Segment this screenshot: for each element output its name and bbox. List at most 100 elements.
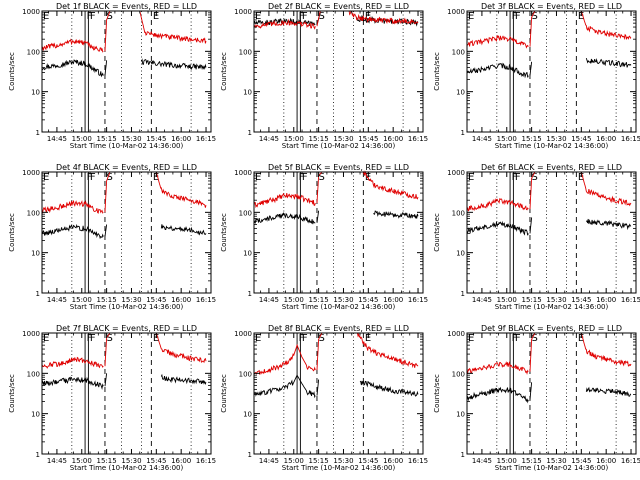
x-tick-label: 14:45 — [472, 296, 492, 304]
events-series-line — [253, 212, 316, 225]
x-tick-label: 14:45 — [47, 457, 67, 465]
x-tick-label: 15:45 — [146, 457, 166, 465]
interval-marker-label: E — [578, 172, 584, 183]
x-tick-label: 15:45 — [358, 296, 378, 304]
panel-title: Det 6f BLACK = Events, RED = LLD — [481, 163, 622, 172]
x-tick-label: 15:00 — [72, 457, 92, 465]
interval-marker-label: F — [515, 11, 521, 22]
events-series-line — [529, 382, 533, 400]
interval-marker-label: S — [318, 11, 324, 22]
x-tick-label: 15:00 — [284, 135, 304, 143]
lld-series-line — [466, 360, 529, 375]
y-tick-label: 1 — [36, 290, 40, 298]
x-tick-label: 15:45 — [146, 296, 166, 304]
x-tick-label: 14:45 — [47, 135, 67, 143]
lld-series-line — [580, 332, 632, 367]
lld-series-line — [253, 192, 316, 209]
x-tick-label: 15:30 — [333, 457, 353, 465]
interval-marker-label: F — [512, 172, 518, 183]
x-axis-label: Start Time (10-Mar-02 14:36:00) — [282, 303, 396, 311]
lld-series-line — [316, 332, 323, 371]
x-tick-label: 15:00 — [284, 296, 304, 304]
x-tick-label: 15:15 — [97, 135, 117, 143]
panel-title: Det 1f BLACK = Events, RED = LLD — [56, 2, 197, 11]
lld-series-line — [580, 10, 632, 41]
events-series-line — [41, 223, 104, 240]
interval-marker-label: F — [87, 172, 93, 183]
y-axis-label: Counts/sec — [433, 213, 441, 252]
detector-panel: Det 2f BLACK = Events, RED = LLD Counts/s… — [220, 2, 428, 150]
interval-marker-label: S — [318, 172, 324, 183]
interval-marker-label: F — [87, 333, 93, 344]
x-tick-label: 14:45 — [259, 296, 279, 304]
y-tick-label: 100 — [452, 370, 465, 378]
interval-marker-label: F — [302, 172, 308, 183]
y-tick-label: 10 — [456, 411, 465, 419]
x-tick-label: 15:15 — [309, 135, 329, 143]
x-tick-label: 16:00 — [383, 457, 403, 465]
y-axis-label: Counts/sec — [433, 374, 441, 413]
lld-series-line — [253, 18, 316, 30]
detector-panel: Det 7f BLACK = Events, RED = LLD Counts/s… — [8, 324, 216, 472]
interval-marker-label: F — [515, 333, 521, 344]
x-tick-label: 15:45 — [571, 296, 591, 304]
x-tick-label: 16:00 — [596, 296, 616, 304]
y-axis-label: Counts/sec — [220, 374, 228, 413]
events-series-line — [585, 218, 632, 231]
events-series-line — [466, 386, 529, 404]
panel-title: Det 2f BLACK = Events, RED = LLD — [268, 2, 409, 11]
x-tick-label: 15:00 — [72, 135, 92, 143]
x-tick-label: 15:30 — [121, 457, 141, 465]
x-tick-label: 14:45 — [259, 457, 279, 465]
y-axis-label: Counts/sec — [433, 52, 441, 91]
y-tick-label: 100 — [239, 370, 252, 378]
panel-title: Det 4f BLACK = Events, RED = LLD — [56, 163, 197, 172]
x-axis-label: Start Time (10-Mar-02 14:36:00) — [282, 464, 396, 472]
x-tick-label: 15:00 — [72, 296, 92, 304]
x-tick-label: 15:15 — [309, 457, 329, 465]
x-tick-label: 15:30 — [121, 135, 141, 143]
x-axis-label: Start Time (10-Mar-02 14:36:00) — [70, 303, 184, 311]
events-series-line — [316, 210, 320, 223]
y-tick-label: 10 — [243, 89, 252, 97]
y-tick-label: 1000 — [234, 330, 252, 338]
interval-marker-label: E — [365, 11, 371, 22]
interval-marker-label: S — [106, 333, 112, 344]
x-tick-label: 15:15 — [309, 296, 329, 304]
panel-title: Det 8f BLACK = Events, RED = LLD — [268, 324, 409, 333]
y-tick-label: 1 — [248, 451, 252, 459]
events-series-line — [585, 57, 632, 68]
interval-marker-label: F — [512, 11, 518, 22]
y-tick-label: 100 — [452, 48, 465, 56]
detector-panel: Det 1f BLACK = Events, RED = LLD Counts/s… — [8, 2, 216, 150]
x-tick-label: 16:15 — [621, 296, 640, 304]
panel-title: Det 3f BLACK = Events, RED = LLD — [481, 2, 622, 11]
interval-marker-label: E — [468, 172, 474, 183]
interval-marker-label: F — [299, 11, 305, 22]
x-tick-label: 15:15 — [522, 296, 542, 304]
interval-marker-label: E — [365, 333, 371, 344]
x-tick-label: 16:15 — [196, 457, 216, 465]
x-axis-label: Start Time (10-Mar-02 14:36:00) — [495, 464, 609, 472]
x-tick-label: 15:00 — [497, 135, 517, 143]
lld-series-line — [466, 197, 529, 212]
detector-panel: Det 4f BLACK = Events, RED = LLD Counts/s… — [8, 163, 216, 311]
lld-series-line — [529, 10, 536, 47]
panel-title: Det 5f BLACK = Events, RED = LLD — [268, 163, 409, 172]
interval-marker-label: S — [531, 11, 537, 22]
interval-marker-label: E — [255, 11, 261, 22]
x-tick-label: 14:45 — [47, 296, 67, 304]
events-series-line — [104, 60, 108, 76]
y-tick-label: 1 — [461, 290, 465, 298]
detector-panel: Det 9f BLACK = Events, RED = LLD Counts/s… — [433, 324, 640, 472]
plot-frame — [466, 10, 637, 133]
plot-frame — [41, 171, 212, 294]
lld-series-line — [41, 356, 104, 369]
x-axis-label: Start Time (10-Mar-02 14:36:00) — [282, 142, 396, 150]
events-series-line — [466, 62, 529, 79]
x-tick-label: 16:15 — [621, 135, 640, 143]
y-axis-label: Counts/sec — [8, 374, 16, 413]
x-tick-label: 15:45 — [358, 135, 378, 143]
y-axis-label: Counts/sec — [220, 52, 228, 91]
